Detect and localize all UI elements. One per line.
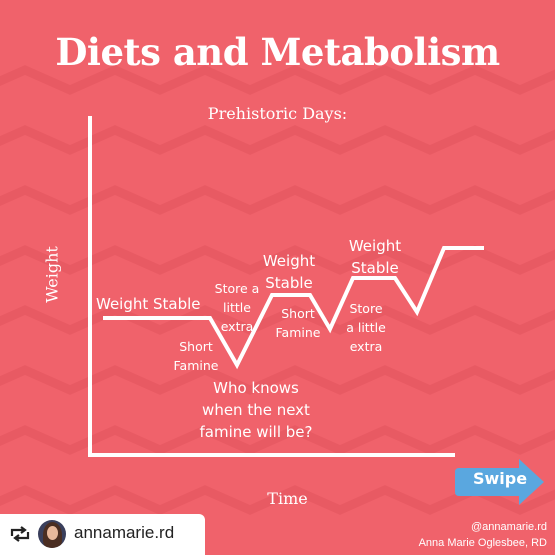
annotation-weight-stable-3: Weight Stable (348, 237, 402, 277)
arrow-right-icon (455, 459, 544, 505)
annotation-short-famine-2: Short Famine (275, 306, 321, 340)
weight-line (103, 246, 484, 370)
credit-name: Anna Marie Oglesbee, RD (418, 536, 547, 549)
x-axis-label: Time (267, 489, 308, 508)
repost-bar[interactable]: annamarie.rd (0, 514, 205, 555)
annotation-store-extra-1: Store a little extra (214, 281, 260, 334)
annotation-weight-stable-1: Weight Stable (96, 295, 201, 313)
annotation-store-extra-2: Store a little extra (346, 301, 386, 354)
swipe-label: Swipe (472, 469, 528, 488)
credit-handle: @annamarie.rd (471, 521, 547, 533)
y-axis-label: Weight (42, 246, 62, 303)
repost-username[interactable]: annamarie.rd (74, 523, 175, 542)
swipe-button[interactable]: Swipe (453, 457, 547, 507)
credit-block: @annamarie.rd Anna Marie Oglesbee, RD (419, 520, 547, 552)
annotation-question: Who knows when the next famine will be? (199, 379, 313, 441)
page-title: Diets and Metabolism (55, 30, 500, 74)
chart-subtitle: Prehistoric Days: (207, 104, 348, 123)
avatar[interactable] (38, 520, 66, 548)
repost-icon (10, 526, 30, 542)
annotation-weight-stable-2: Weight Stable (262, 252, 316, 292)
annotation-short-famine-1: Short Famine (173, 339, 219, 373)
